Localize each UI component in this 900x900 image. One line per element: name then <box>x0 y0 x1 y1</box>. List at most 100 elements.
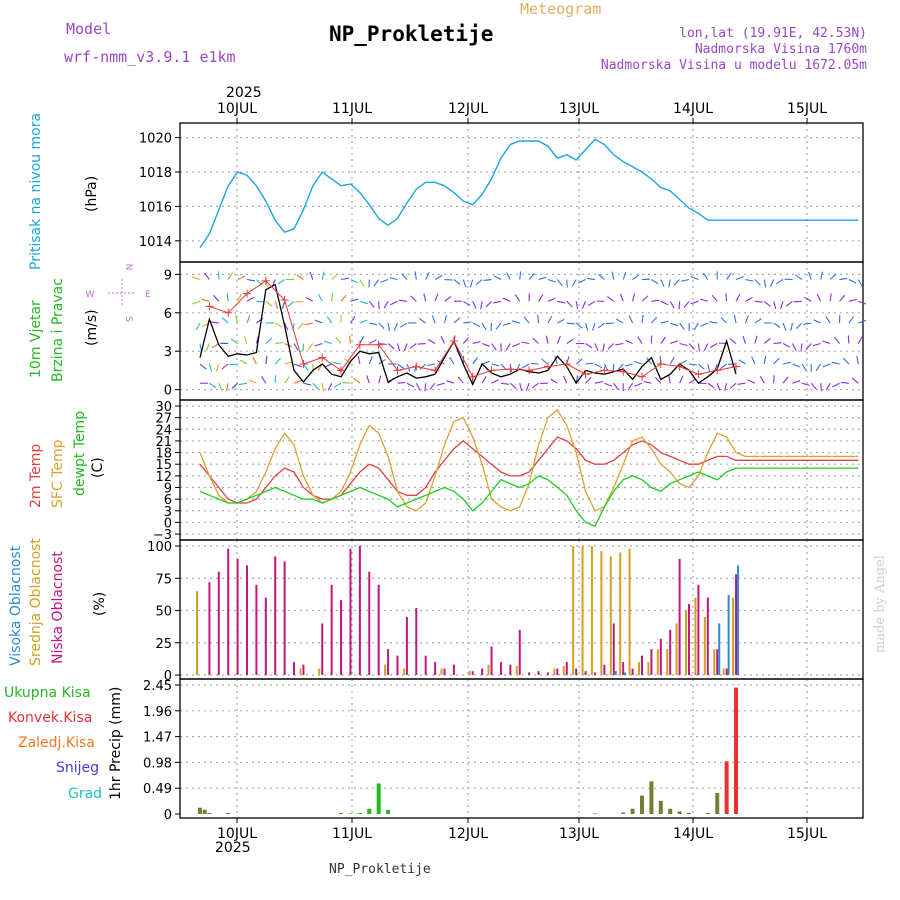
wind-arrow <box>681 278 690 282</box>
wind-arrow <box>321 271 325 280</box>
wind-arrow <box>719 363 727 370</box>
wind-arrow <box>820 383 823 392</box>
wind-arrow <box>512 343 520 348</box>
wind-arrow <box>208 363 213 372</box>
wind-arrow <box>369 339 377 345</box>
wind-arrow <box>414 271 417 280</box>
wind-arrow <box>378 375 382 384</box>
wind-arrow <box>481 322 487 331</box>
precip-bar <box>687 812 692 814</box>
wind-arrow <box>735 293 741 302</box>
precip-ytick-label: 0.49 <box>143 782 172 797</box>
precip-legend-total: Ukupna Kisa <box>4 685 91 701</box>
wind-arrow <box>566 322 575 325</box>
wind-arrow <box>693 322 699 331</box>
wind-arrow <box>475 279 483 286</box>
precip-ytick-label: 1.96 <box>143 705 172 720</box>
wind-arrow <box>856 356 859 365</box>
wind-arrow <box>387 322 391 331</box>
wind-arrow <box>625 339 633 345</box>
wind-arrow <box>453 279 461 285</box>
wind-arrow <box>403 343 408 352</box>
wind-arrow <box>566 279 568 288</box>
temp-ytick-label: 27 <box>155 412 172 427</box>
temp-ytick-label: 30 <box>155 400 172 415</box>
precip-bar <box>677 811 682 814</box>
wind-arrow <box>417 342 426 345</box>
wind-arrow <box>832 382 840 388</box>
pressure-line <box>199 138 859 249</box>
wind-arrow <box>369 322 378 326</box>
wind-arrow <box>449 356 455 365</box>
wind-arrow <box>673 279 681 286</box>
model-elevation-text: Nadmorska Visina u modelu 1672.05m <box>600 58 867 73</box>
wind-arrow <box>550 378 558 384</box>
wind-arrow <box>575 301 579 310</box>
wind-arrow <box>725 293 728 302</box>
precip-bar <box>640 795 644 814</box>
wind-arrow <box>252 356 257 365</box>
top-day-label: 15JUL <box>787 101 827 117</box>
wind-arrow <box>427 363 436 366</box>
precip-bar <box>715 792 720 814</box>
wind-arrow <box>314 342 323 347</box>
wind-arrow <box>763 356 767 365</box>
wind-arrow <box>710 343 718 348</box>
wind-arrow <box>720 317 728 324</box>
cloud-frame <box>179 539 864 680</box>
wind-arrow <box>287 300 295 307</box>
wind-arrow <box>393 322 398 331</box>
wind-arrow <box>858 300 866 305</box>
wind-arrow <box>587 300 596 306</box>
pressure-ytick-label: 1018 <box>139 166 172 181</box>
wind-arrow <box>632 293 636 302</box>
wind-arrow <box>751 356 756 365</box>
wind-arrow <box>227 272 233 280</box>
wind-arrow <box>226 293 229 302</box>
temp-ytick-label: −3 <box>153 528 172 543</box>
wind-arrow <box>660 320 669 324</box>
wind-arrow <box>791 343 797 351</box>
wind-arrow <box>406 382 415 388</box>
wind-arrow <box>335 337 342 344</box>
top-year: 2025 <box>226 85 262 101</box>
wind-arrow <box>275 341 284 345</box>
precip-bar <box>357 812 362 814</box>
wind-arrow <box>763 337 771 344</box>
wind-arrow <box>628 315 634 324</box>
wind-arrow <box>815 363 822 371</box>
wind-arrow <box>745 278 754 282</box>
wind-arrow <box>613 382 619 391</box>
wind-arrow <box>660 336 666 344</box>
wind-arrow <box>547 315 553 324</box>
wind-arrow <box>848 316 855 324</box>
wind-arrow <box>690 300 699 305</box>
wind-ytick-label: 0 <box>164 384 172 399</box>
wind-arrow <box>848 279 857 284</box>
bottom-day-label: 11JUL <box>332 826 372 842</box>
precip-bar <box>376 783 381 814</box>
wind-frame <box>179 261 864 401</box>
precip-bar <box>621 812 626 814</box>
wind-arrow <box>716 383 721 391</box>
wind-arrow <box>210 321 219 324</box>
wind-arrow <box>773 301 777 310</box>
wind-arrow <box>350 316 356 324</box>
wind-arrow <box>481 376 487 384</box>
wind-arrow <box>851 377 859 384</box>
wind-arrow <box>491 379 499 384</box>
precip-ytick-label: 0 <box>164 808 172 823</box>
compass-west: W <box>86 290 95 300</box>
wind-arrow <box>528 273 535 280</box>
wind-arrow <box>303 382 312 386</box>
wind-arrow <box>425 272 430 280</box>
wind-arrow <box>634 382 643 387</box>
wind-arrow <box>307 343 314 351</box>
wind-arrow <box>237 293 242 302</box>
precip-ytick-label: 0.98 <box>143 756 172 771</box>
wind-arrow <box>848 298 857 302</box>
wind-arrow <box>509 382 517 390</box>
wind-arrow <box>246 296 255 302</box>
wind-arrow <box>627 382 634 391</box>
